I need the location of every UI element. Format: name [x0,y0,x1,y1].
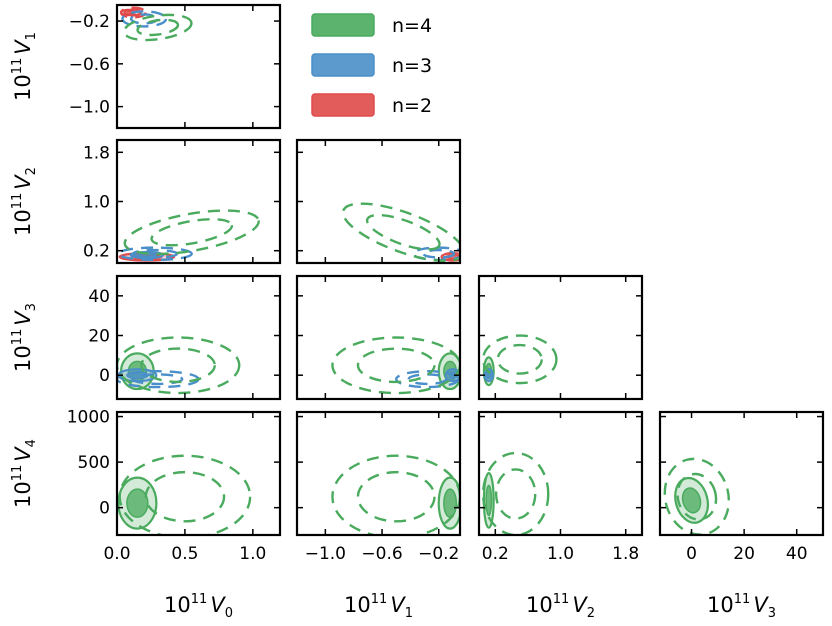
legend-label-n4: n=4 [392,15,432,37]
contour-n4-dashed-inner [144,470,226,523]
contour-n4-dashed-inner [365,213,441,251]
contour-n3-dashed-inner [132,373,184,386]
x-tick-label: 1.0 [547,544,574,564]
y-tick-label: 500 [78,453,110,473]
contour-n3-dashed-outer [395,370,460,389]
y-tick-label: 40 [88,287,110,307]
contour-n3-dashed-outer [121,10,168,28]
y-tick-label: −0.2 [69,12,110,32]
contour-n2-filled-inner [123,10,133,15]
y-tick-label: 0 [99,366,110,386]
x-tick-label: −1.0 [305,544,346,564]
contour-n4-filled-inner [126,488,149,518]
contour-n4-dashed-inner [494,468,537,520]
y-tick-label: 1000 [67,408,110,428]
x-axis-label-v1: 1011 V1 [344,592,413,621]
legend-swatch-n4 [311,13,375,37]
panel-v3-v4 [663,457,731,535]
x-tick-label: −0.2 [418,544,459,564]
contour-n4-dashed-inner [676,472,718,521]
contour-n3-dashed-inner [129,13,159,25]
y-tick-label: 1.8 [83,143,110,163]
y-axis-label-v2: 1011V2 [10,167,39,236]
contour-n2-dashed-outer [119,6,147,19]
panel-frame [115,274,282,401]
panel-frame [115,138,282,265]
panel-v2-v4 [481,451,550,535]
y-tick-label: −1.0 [69,98,110,118]
y-tick-label: 20 [88,327,110,347]
panel-v1-v4 [331,454,460,535]
contour-n4-dashed-inner [356,470,436,523]
x-tick-label: 40 [786,544,808,564]
panel-v2-v3 [481,334,558,387]
contour-n4-dashed-outer [122,13,193,42]
panel-v0-v2 [117,209,260,262]
panel-frame [295,410,462,537]
y-tick-label: 0 [99,499,110,519]
panel-v0-v3 [117,336,241,395]
panel-frame [295,138,462,265]
x-axis-label-v3: 1011 V3 [707,592,776,621]
contour-n4-dashed-outer [481,451,550,535]
x-axis-label-v2: 1011 V2 [526,592,595,621]
contour-n4-filled-inner [443,488,458,518]
x-tick-label: 20 [733,544,755,564]
x-tick-label: 1.0 [239,544,266,564]
y-tick-label: 0.2 [83,242,110,262]
panel-frame [295,274,462,401]
contour-n4-dashed-inner [356,347,436,384]
contour-n4-dashed-inner [140,347,216,384]
panel-v0-v4 [117,454,252,535]
y-tick-label: −0.6 [69,55,110,75]
x-tick-label: 0.5 [171,544,198,564]
contour-n4-dashed-inner [136,18,180,37]
panel-v1-v2 [341,202,460,263]
contour-n4-filled-inner [681,487,702,514]
legend: n=4 n=3 n=2 [311,13,432,117]
x-tick-label: −0.6 [361,544,402,564]
contour-n4-dashed-outer [118,454,252,535]
panel-frame [658,410,825,537]
legend-label-n2: n=2 [392,95,432,117]
contour-n4-dashed-outer [341,202,460,263]
y-tick-label: 1.0 [83,193,110,213]
contour-n4-dashed-inner [496,343,543,375]
panel-frame [115,3,282,130]
x-tick-label: 0.2 [482,544,509,564]
contour-n4-dashed-outer [663,457,731,535]
panel-frame [115,410,282,537]
y-axis-label-v3: 1011V3 [10,303,39,372]
legend-swatch-n2 [311,93,375,117]
panel-v0-v1 [119,6,193,42]
y-axis-label-v1: 1011V1 [10,32,39,101]
contour-n4-dashed-outer [481,334,558,385]
contour-n3-dashed-inner [422,248,456,259]
x-axis-label-v0: 1011 V0 [164,592,233,621]
contour-n3-dashed-inner [407,373,448,386]
contour-n4-filled-inner [485,484,493,517]
x-tick-label: 0.0 [103,544,130,564]
contour-n3-dashed-outer [117,246,193,262]
x-tick-label: 1.8 [612,544,639,564]
contour-n4-dashed-outer [117,336,241,395]
legend-label-n3: n=3 [392,55,432,77]
contour-n4-dashed-outer [123,209,260,256]
panel-v1-v3 [331,336,460,395]
y-axis-label-v4: 1011V4 [10,439,39,508]
legend-swatch-n3 [311,53,375,77]
x-tick-label: 0 [686,544,697,564]
